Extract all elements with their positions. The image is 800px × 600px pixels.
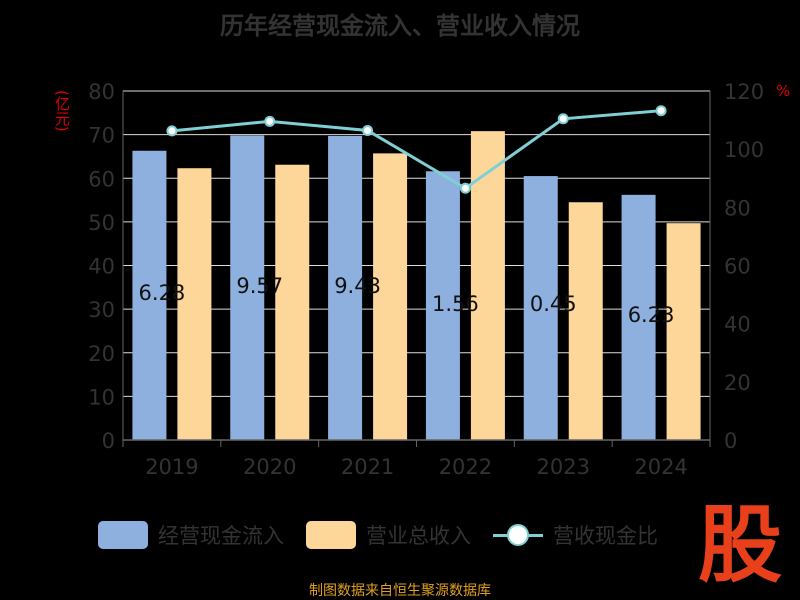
point-cash-ratio xyxy=(362,124,374,136)
legend-swatch-cash-inflow xyxy=(98,521,148,549)
data-label-cash-ratio: 0.45 xyxy=(530,292,577,316)
bar-revenue xyxy=(373,153,408,441)
y-left-tick-label: 50 xyxy=(88,211,115,235)
bar-cash-inflow xyxy=(230,135,265,440)
data-label-cash-ratio: 6.28 xyxy=(139,281,186,305)
legend-item-cash-inflow[interactable]: 经营现金流入 xyxy=(98,520,284,550)
legend-swatch-cash-ratio xyxy=(493,521,543,549)
bar-revenue xyxy=(666,223,701,440)
data-label-cash-ratio: 9.57 xyxy=(236,274,283,298)
legend-label-cash-ratio: 营收现金比 xyxy=(553,524,658,548)
y-right-tick-label: 120 xyxy=(724,80,764,104)
x-tick-label: 2019 xyxy=(145,455,198,479)
bar-cash-inflow xyxy=(523,176,558,440)
legend: 经营现金流入 营业总收入 营收现金比 xyxy=(98,518,680,552)
left-axis-unit: (亿元) xyxy=(53,90,71,132)
x-tick-label: 2024 xyxy=(634,455,687,479)
y-right-tick-label: 100 xyxy=(724,138,764,162)
data-label-cash-ratio: 6.23 xyxy=(628,303,675,327)
data-source-note: 制图数据来自恒生聚源数据库 xyxy=(309,583,491,599)
y-left-tick-label: 40 xyxy=(88,255,115,279)
y-right-tick-label: 0 xyxy=(724,429,737,453)
y-left-tick-label: 10 xyxy=(88,385,115,409)
y-right-tick-label: 40 xyxy=(724,313,751,337)
legend-label-cash-inflow: 经营现金流入 xyxy=(158,524,284,548)
right-axis-unit: % xyxy=(776,82,791,100)
point-cash-ratio xyxy=(264,115,276,127)
bar-cash-inflow xyxy=(425,171,460,440)
data-label-cash-ratio: 1.56 xyxy=(432,292,479,316)
legend-label-revenue: 营业总收入 xyxy=(366,524,471,548)
bar-cash-inflow xyxy=(621,194,656,440)
y-right-tick-label: 60 xyxy=(724,255,751,279)
y-left-tick-label: 70 xyxy=(88,124,115,148)
legend-item-cash-ratio[interactable]: 营收现金比 xyxy=(493,520,658,550)
x-tick-label: 2023 xyxy=(537,455,590,479)
point-cash-ratio xyxy=(459,182,471,194)
legend-swatch-revenue xyxy=(306,521,356,549)
y-left-tick-label: 60 xyxy=(88,167,115,191)
chart-title: 历年经营现金流入、营业收入情况 xyxy=(220,12,580,40)
bar-revenue xyxy=(275,164,310,440)
data-label-cash-ratio: 9.43 xyxy=(334,274,381,298)
y-right-tick-label: 80 xyxy=(724,196,751,220)
x-tick-label: 2021 xyxy=(341,455,394,479)
bar-revenue xyxy=(177,168,212,440)
y-right-tick-label: 20 xyxy=(724,371,751,395)
bar-cash-inflow xyxy=(328,135,363,440)
bar-revenue xyxy=(470,131,505,440)
x-tick-label: 2022 xyxy=(439,455,492,479)
legend-item-revenue[interactable]: 营业总收入 xyxy=(306,520,471,550)
x-tick-label: 2020 xyxy=(243,455,296,479)
brand-logo: 股 xyxy=(697,496,782,594)
point-cash-ratio xyxy=(557,113,569,125)
y-left-tick-label: 20 xyxy=(88,342,115,366)
line-cash-ratio xyxy=(171,109,662,191)
y-left-tick-label: 30 xyxy=(88,298,115,322)
point-cash-ratio xyxy=(655,105,667,117)
bar-revenue xyxy=(568,202,603,440)
y-left-tick-label: 80 xyxy=(88,80,115,104)
point-cash-ratio xyxy=(166,125,178,137)
y-left-tick-label: 0 xyxy=(102,429,115,453)
bar-cash-inflow xyxy=(132,150,167,441)
